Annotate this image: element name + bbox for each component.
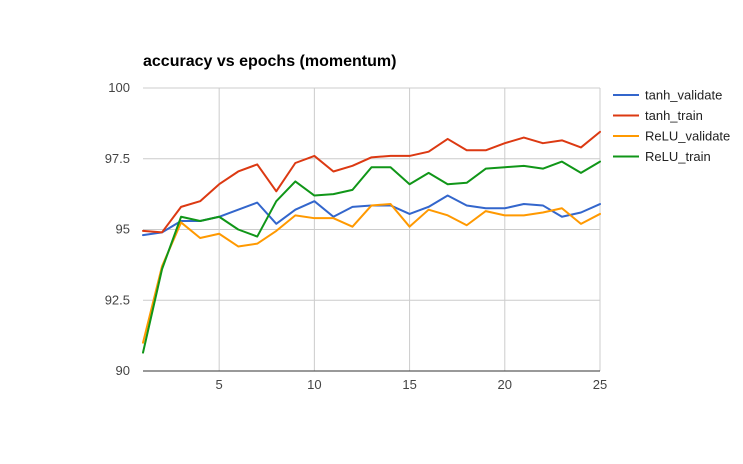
y-tick-label: 100 xyxy=(108,80,130,95)
axes: 90 92.5 95 97.5 100 5 10 15 20 25 xyxy=(105,80,608,392)
legend: tanh_validate tanh_train ReLU_validate ReLU… xyxy=(613,88,730,164)
x-tick-label: 15 xyxy=(402,377,416,392)
legend-label: tanh_validate xyxy=(645,88,722,103)
y-tick-label: 90 xyxy=(116,363,130,378)
y-tick-label: 97.5 xyxy=(105,151,130,166)
grid xyxy=(143,87,601,371)
series-line-relu-train xyxy=(142,160,601,354)
y-tick-label: 92.5 xyxy=(105,292,130,307)
legend-label: ReLU_validate xyxy=(645,129,730,144)
chart-title: accuracy vs epochs (momentum) xyxy=(143,53,396,70)
series-line-relu-validate xyxy=(142,203,601,344)
legend-label: ReLU_train xyxy=(645,149,711,164)
x-tick-label: 5 xyxy=(216,377,223,392)
series-line-tanh-train xyxy=(142,130,601,234)
x-tick-label: 20 xyxy=(498,377,512,392)
legend-label: tanh_train xyxy=(645,108,703,123)
x-tick-label: 25 xyxy=(593,377,607,392)
series-lines xyxy=(142,130,601,354)
y-tick-label: 95 xyxy=(116,222,130,237)
x-tick-label: 10 xyxy=(307,377,321,392)
